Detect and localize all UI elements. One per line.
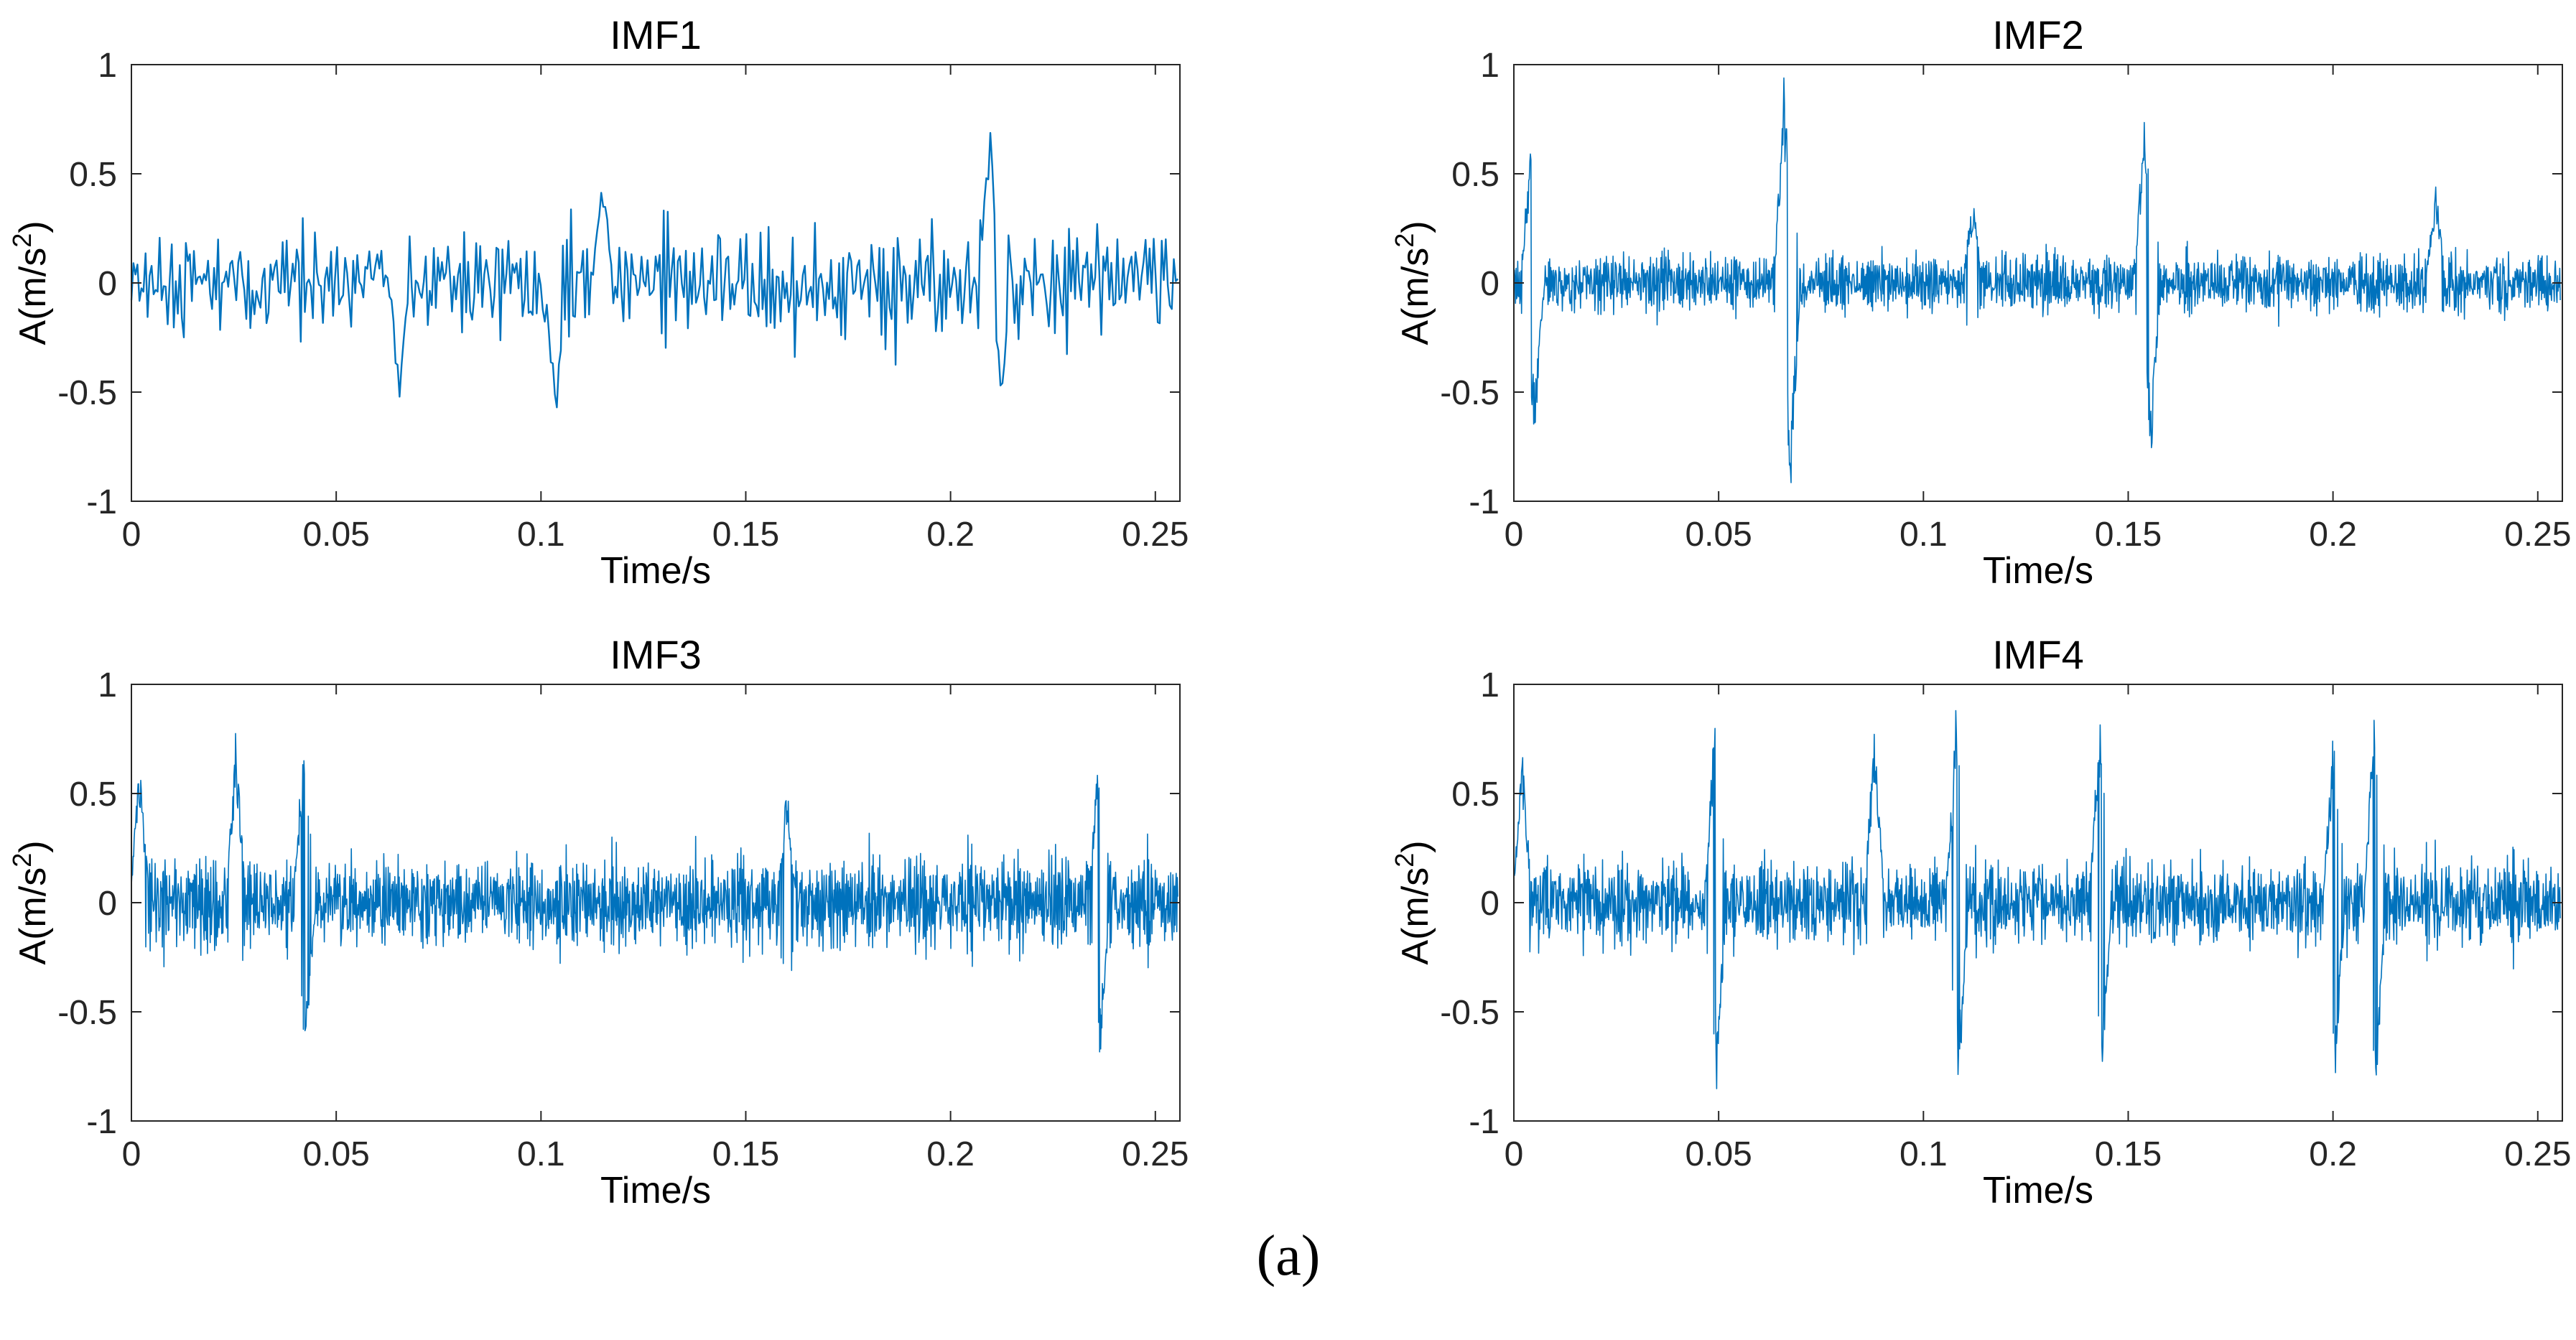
x-axis-label: Time/s — [1983, 550, 2093, 592]
x-tick-label: 0.1 — [1900, 516, 1948, 554]
y-tick-label: -1 — [1469, 483, 1499, 521]
x-tick-label: 0 — [122, 516, 141, 554]
x-tick-label: 0.05 — [302, 516, 369, 554]
y-tick-label: 0.5 — [1451, 156, 1499, 194]
signal-line-imf2 — [1513, 77, 2561, 483]
y-axis-label: A(m/s2) — [1390, 840, 1436, 964]
x-tick-label: 0.1 — [517, 1135, 565, 1173]
x-tick-label: 0.2 — [926, 1135, 975, 1173]
x-tick-label: 0.2 — [2309, 516, 2357, 554]
panel-title: IMF3 — [610, 632, 702, 677]
x-tick-label: 0.05 — [302, 1135, 369, 1173]
y-tick-label: -1 — [86, 1103, 117, 1141]
y-tick-label: -0.5 — [1440, 994, 1499, 1032]
panel-imf4: 0 0.05 0.1 0.15 0.2 0.25 -1 -0.5 0 0.5 1 IMF4 Time/s… — [1390, 632, 2571, 1211]
y-tick-label: 1 — [98, 47, 117, 85]
panel-title: IMF4 — [1992, 632, 2084, 677]
x-tick-label: 0.25 — [2504, 516, 2571, 554]
y-tick-label: 0 — [98, 885, 117, 923]
panel-title: IMF2 — [1992, 12, 2084, 57]
x-axis-label: Time/s — [1983, 1170, 2093, 1211]
signal-line-imf1 — [130, 131, 1179, 409]
signal-line-imf4 — [1513, 709, 2561, 1089]
y-tick-label: 0 — [98, 265, 117, 303]
x-tick-label: 0.1 — [517, 516, 565, 554]
y-tick-label: 1 — [1480, 666, 1499, 704]
x-tick-label: 0 — [1505, 516, 1524, 554]
y-axis-label: A(m/s2) — [7, 220, 54, 345]
y-tick-label: -0.5 — [57, 374, 117, 412]
panel-title: IMF1 — [610, 12, 702, 57]
y-tick-label: 0 — [1480, 265, 1499, 303]
figure-caption: (a) — [1257, 1224, 1321, 1288]
x-tick-label: 0 — [1505, 1135, 1524, 1173]
x-tick-label: 0.15 — [2095, 1135, 2162, 1173]
panel-imf3: 0 0.05 0.1 0.15 0.2 0.25 -1 -0.5 0 0.5 1 IMF3 Time/s… — [7, 632, 1189, 1211]
panel-imf2: 0 0.05 0.1 0.15 0.2 0.25 -1 -0.5 0 0.5 1 IMF2 Time/s… — [1390, 12, 2571, 592]
x-tick-label: 0.2 — [2309, 1135, 2357, 1173]
imf-panels: 0 0.05 0.1 0.15 0.2 0.25 -1 -0.5 0 0.5 1 IMF1 Time/s… — [7, 12, 2571, 1211]
y-tick-label: 1 — [1480, 47, 1499, 85]
x-tick-label: 0.25 — [1122, 516, 1189, 554]
panel-imf1: 0 0.05 0.1 0.15 0.2 0.25 -1 -0.5 0 0.5 1 IMF1 Time/s… — [7, 12, 1189, 592]
x-tick-label: 0.05 — [1685, 1135, 1752, 1173]
y-tick-label: 1 — [98, 666, 117, 704]
x-tick-label: 0 — [122, 1135, 141, 1173]
x-tick-label: 0.25 — [2504, 1135, 2571, 1173]
x-tick-label: 0.15 — [712, 516, 779, 554]
x-tick-label: 0.2 — [926, 516, 975, 554]
y-tick-label: 0.5 — [69, 776, 117, 814]
y-tick-label: -1 — [1469, 1103, 1499, 1141]
x-tick-label: 0.1 — [1900, 1135, 1948, 1173]
y-tick-label: -0.5 — [1440, 374, 1499, 412]
x-tick-label: 0.15 — [712, 1135, 779, 1173]
y-axis-label: A(m/s2) — [7, 840, 54, 964]
x-tick-label: 0.05 — [1685, 516, 1752, 554]
y-tick-label: 0.5 — [69, 156, 117, 194]
y-tick-label: -1 — [86, 483, 117, 521]
y-tick-label: -0.5 — [57, 994, 117, 1032]
x-tick-label: 0.25 — [1122, 1135, 1189, 1173]
x-tick-label: 0.15 — [2095, 516, 2162, 554]
y-tick-label: 0.5 — [1451, 776, 1499, 814]
signal-line-imf3 — [131, 732, 1178, 1053]
y-axis-label: A(m/s2) — [1390, 220, 1436, 345]
y-tick-label: 0 — [1480, 885, 1499, 923]
x-axis-label: Time/s — [600, 550, 711, 592]
x-axis-label: Time/s — [600, 1170, 711, 1211]
